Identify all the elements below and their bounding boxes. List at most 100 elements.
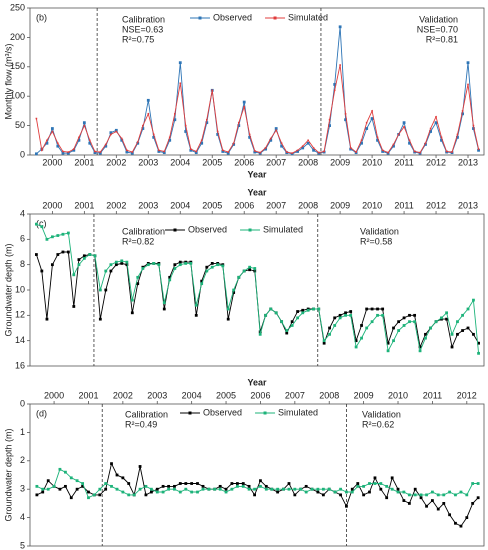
data-point — [109, 263, 113, 267]
x-axis-label: Year — [247, 169, 267, 179]
data-point — [307, 139, 309, 142]
x-tick-label: 2011 — [394, 157, 413, 167]
data-point — [476, 496, 480, 500]
x-tick-label: 2006 — [250, 390, 270, 400]
x-tick-label: 2001 — [74, 200, 94, 210]
data-point — [162, 301, 166, 305]
data-point — [306, 141, 310, 145]
data-point — [98, 317, 102, 321]
data-point — [360, 324, 363, 327]
data-point — [138, 465, 142, 468]
data-point — [296, 149, 299, 152]
data-point — [67, 151, 70, 153]
data-point — [456, 135, 459, 139]
data-point — [328, 332, 331, 336]
data-point — [310, 487, 314, 491]
data-point — [162, 151, 166, 155]
data-point — [184, 130, 188, 133]
data-point — [226, 151, 230, 155]
data-point — [328, 326, 331, 330]
data-point — [290, 320, 294, 324]
legend-marker — [263, 411, 267, 415]
y-axis-label: Groundwater depth (m) — [3, 428, 13, 521]
data-point — [259, 151, 261, 154]
data-point — [360, 139, 363, 142]
data-point — [150, 490, 153, 494]
x-tick-label: 2010 — [362, 200, 382, 210]
data-point — [456, 332, 459, 336]
data-point — [392, 339, 395, 343]
data-point — [413, 150, 416, 153]
data-point — [402, 316, 406, 320]
data-point — [104, 288, 108, 292]
y-tick-label: 0 — [20, 398, 25, 408]
x-tick-label: 2004 — [170, 200, 190, 210]
data-point — [56, 253, 60, 256]
data-point — [130, 298, 134, 302]
data-point — [419, 151, 421, 154]
data-point — [445, 317, 448, 321]
data-point — [87, 490, 90, 494]
data-point — [322, 339, 326, 343]
data-point — [77, 258, 81, 261]
data-point — [126, 149, 128, 152]
data-point — [50, 127, 54, 130]
annotation: R²=0.58 — [360, 236, 392, 246]
y-tick-label: 6 — [20, 234, 25, 244]
data-point — [269, 137, 272, 140]
data-point — [379, 487, 383, 491]
data-point — [379, 482, 383, 485]
data-point — [189, 262, 193, 265]
data-point — [127, 493, 131, 497]
data-point — [206, 118, 208, 121]
data-point — [82, 256, 86, 260]
data-point — [232, 143, 236, 146]
data-point — [381, 150, 385, 153]
data-point — [344, 311, 347, 315]
data-point — [445, 150, 448, 153]
data-point — [73, 148, 75, 150]
data-point — [476, 482, 480, 485]
data-point — [144, 484, 148, 488]
data-point — [413, 320, 417, 324]
plot-frame — [29, 403, 485, 547]
data-point — [471, 482, 475, 485]
data-point — [290, 324, 294, 327]
data-point — [385, 484, 389, 488]
y-tick-label: 0 — [20, 149, 25, 159]
data-point — [161, 484, 165, 488]
data-point — [269, 307, 273, 311]
data-point — [431, 490, 434, 494]
data-point — [456, 320, 459, 324]
data-point — [120, 138, 124, 142]
data-point — [396, 490, 400, 494]
data-point — [141, 267, 145, 270]
data-point — [280, 142, 283, 145]
data-point — [136, 141, 140, 145]
data-point — [93, 254, 97, 258]
data-point — [189, 148, 193, 152]
data-point — [386, 341, 390, 345]
data-point — [461, 329, 464, 332]
data-point — [362, 493, 366, 497]
data-point — [158, 149, 160, 152]
data-point — [418, 349, 422, 353]
data-point — [81, 482, 85, 485]
data-point — [312, 148, 315, 152]
data-point — [115, 130, 118, 133]
data-point — [141, 127, 145, 130]
y-tick-label: 10 — [15, 284, 25, 294]
data-point — [226, 307, 230, 311]
data-point — [184, 262, 188, 265]
data-point — [296, 310, 300, 313]
data-point — [82, 254, 86, 258]
annotation: NSE=0.63 — [122, 24, 163, 34]
y-tick-label: 4 — [20, 208, 25, 218]
data-point — [72, 305, 76, 308]
data-point — [88, 139, 91, 142]
data-point — [445, 311, 448, 315]
data-point — [98, 288, 102, 292]
y-tick-label: 5 — [20, 540, 25, 550]
y-tick-label: 16 — [15, 360, 25, 370]
